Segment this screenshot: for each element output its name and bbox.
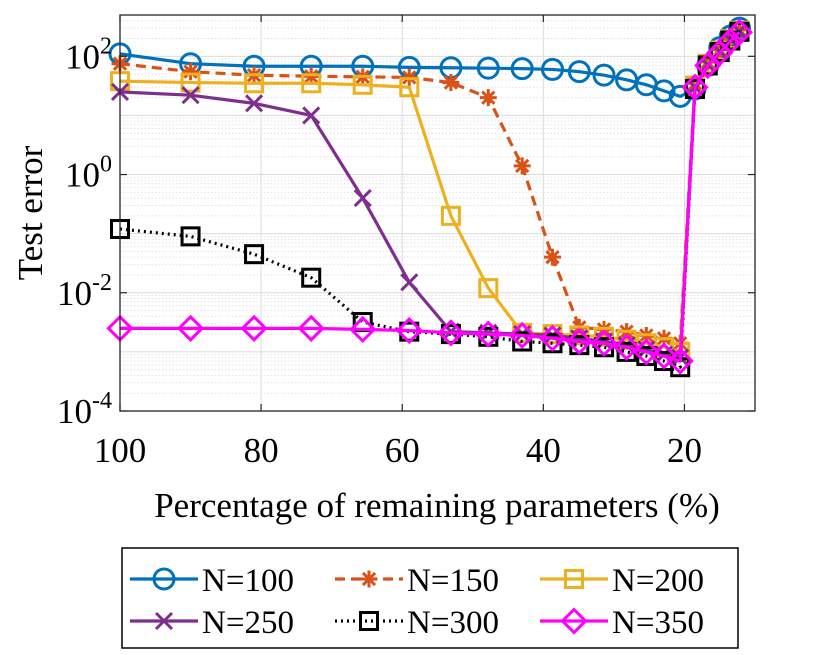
- legend-entry: N=250: [130, 605, 294, 641]
- data-point: [513, 157, 531, 175]
- data-point: [442, 74, 460, 92]
- legend-marker: [359, 611, 379, 631]
- x-tick-labels: 100 80 60 40 20: [94, 431, 702, 470]
- data-point: [182, 63, 200, 81]
- data-point: [594, 326, 615, 347]
- data-point: [352, 74, 373, 95]
- data-point: [565, 327, 593, 356]
- data-point: [592, 63, 616, 87]
- x-tick-label: 20: [667, 431, 702, 470]
- data-point: [538, 324, 567, 352]
- data-point: [399, 77, 420, 98]
- data-point: [440, 205, 461, 226]
- data-point: [180, 72, 201, 93]
- legend-entry: N=100: [130, 563, 294, 599]
- data-point: [652, 79, 676, 103]
- y-tick-label: 10-4: [57, 388, 112, 431]
- legend-label: N=200: [612, 563, 704, 599]
- data-point: [437, 319, 465, 347]
- data-point: [544, 248, 562, 266]
- data-point: [395, 316, 423, 345]
- series-n-350: [106, 18, 754, 375]
- data-point: [400, 273, 419, 292]
- legend-marker: [154, 611, 174, 631]
- legend-entry: N=300: [335, 605, 499, 641]
- data-point: [650, 342, 678, 370]
- y-tick-label: 10-2: [57, 270, 112, 313]
- data-point: [244, 244, 265, 265]
- data-point: [244, 73, 265, 94]
- data-point: [716, 27, 744, 55]
- legend-entry: N=350: [540, 605, 704, 641]
- legend-entry: N=150: [335, 563, 499, 599]
- x-tick-label: 40: [526, 431, 561, 470]
- data-point: [567, 60, 591, 84]
- series-layer: [106, 16, 754, 378]
- data-point: [570, 329, 589, 348]
- plot-frame: [119, 14, 756, 412]
- data-point: [301, 73, 322, 94]
- legend-label: N=300: [407, 605, 499, 641]
- data-point: [697, 55, 718, 76]
- x-tick-label: 100: [94, 431, 147, 470]
- data-point: [478, 278, 499, 299]
- legend-marker: [564, 569, 584, 589]
- data-point: [681, 73, 709, 101]
- data-point: [349, 315, 377, 344]
- data-point: [541, 57, 565, 81]
- data-point: [590, 329, 618, 357]
- y-tick-labels: 10-4 10-2 100 102: [57, 33, 112, 431]
- y-tick-label: 100: [65, 152, 112, 195]
- data-point: [180, 226, 201, 247]
- x-tick-label: 60: [385, 431, 420, 470]
- data-point: [612, 333, 641, 361]
- data-point: [725, 18, 754, 46]
- data-point: [176, 314, 205, 342]
- y-tick-label: 102: [65, 33, 112, 76]
- legend-label: N=250: [202, 605, 294, 641]
- data-point: [479, 89, 497, 107]
- legend-marker: [560, 607, 588, 635]
- data-point: [510, 57, 534, 81]
- data-point: [181, 86, 200, 105]
- x-axis-label: Percentage of remaining parameters (%): [154, 486, 720, 525]
- data-point: [474, 320, 502, 348]
- data-point: [508, 321, 536, 350]
- legend-label: N=350: [612, 605, 704, 641]
- data-point: [301, 267, 322, 288]
- x-tick-label: 80: [244, 431, 279, 470]
- y-axis-label: Test error: [11, 145, 50, 280]
- data-point: [632, 338, 660, 366]
- axis-ticks: [119, 15, 755, 412]
- legend: N=100 N=150 N=200 N=250 N=300 N=350: [121, 547, 739, 649]
- data-point: [297, 314, 325, 342]
- legend-label: N=150: [407, 563, 499, 599]
- data-point: [512, 331, 533, 352]
- legend-label: N=100: [202, 563, 294, 599]
- data-point: [666, 347, 694, 375]
- legend-marker: [152, 567, 176, 591]
- data-point: [244, 94, 264, 113]
- data-point: [240, 314, 268, 342]
- legend-box: [121, 547, 739, 649]
- data-point: [476, 56, 500, 80]
- legend-marker: [360, 570, 378, 588]
- legend-entry: N=200: [540, 563, 704, 599]
- data-point: [302, 106, 321, 125]
- data-point: [353, 189, 372, 208]
